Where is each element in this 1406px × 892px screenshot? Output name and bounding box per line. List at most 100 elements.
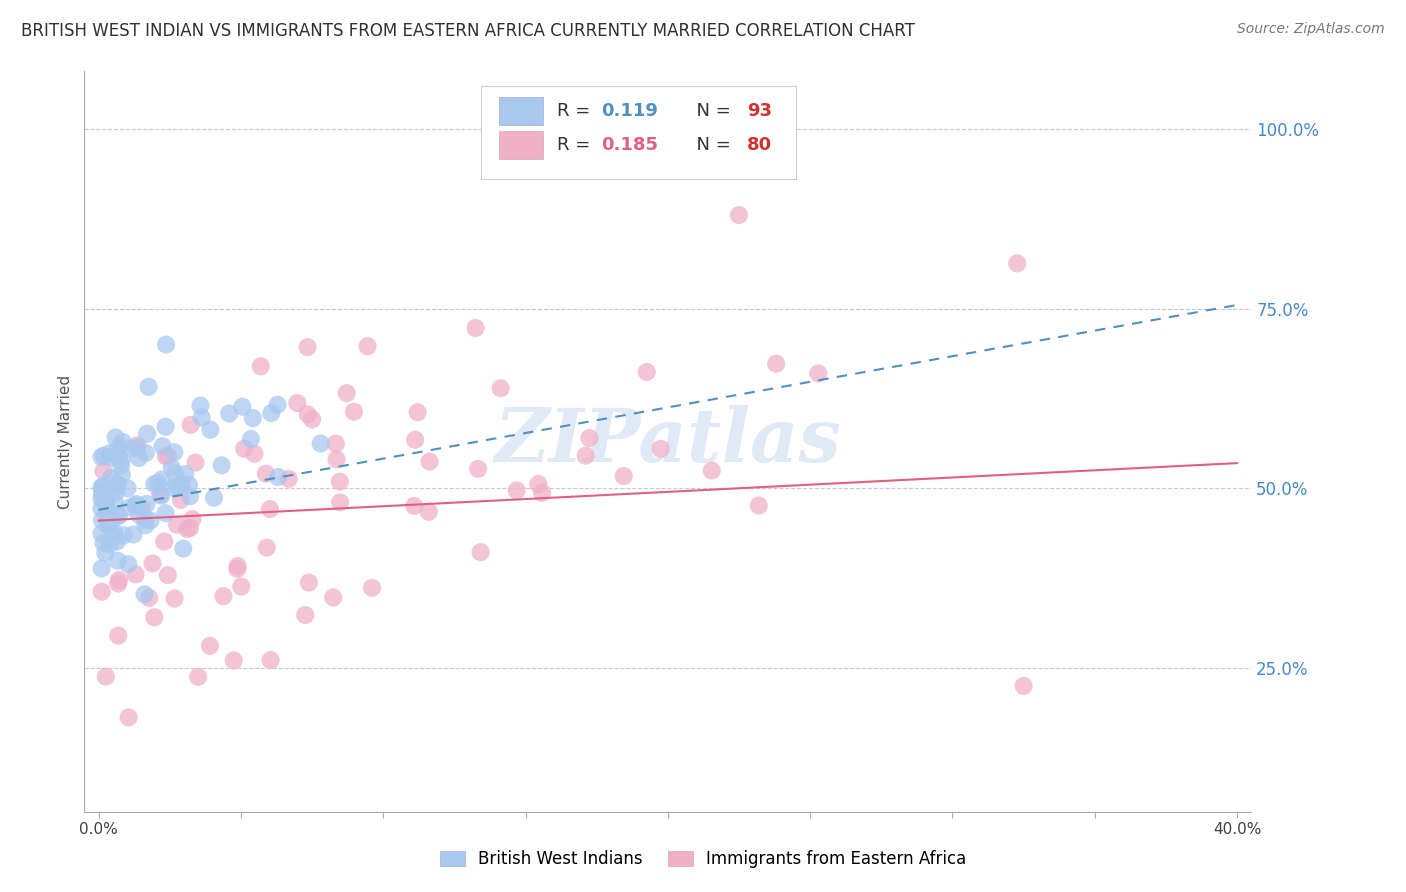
Point <box>163 481 186 495</box>
Text: BRITISH WEST INDIAN VS IMMIGRANTS FROM EASTERN AFRICA CURRENTLY MARRIED CORRELAT: BRITISH WEST INDIAN VS IMMIGRANTS FROM E… <box>21 22 915 40</box>
Point <box>176 522 198 536</box>
Point <box>419 454 441 468</box>
Point <box>218 407 240 421</box>
Point <box>111 467 134 482</box>
Point <box>325 436 347 450</box>
Point <box>329 475 352 489</box>
Point <box>231 400 253 414</box>
Point <box>96 505 118 519</box>
Point <box>108 573 131 587</box>
Point <box>226 558 249 573</box>
Point <box>139 513 162 527</box>
Point <box>325 452 347 467</box>
Point <box>98 446 121 460</box>
Text: R =: R = <box>557 102 596 120</box>
Point <box>170 492 193 507</box>
Point <box>155 337 177 351</box>
Point <box>243 447 266 461</box>
Point <box>125 441 148 455</box>
Point <box>118 500 141 515</box>
Point <box>143 610 166 624</box>
Point <box>112 528 135 542</box>
Point <box>179 489 201 503</box>
Point <box>361 581 384 595</box>
Point <box>166 517 188 532</box>
Point <box>108 508 131 523</box>
Point <box>93 449 115 463</box>
Point <box>152 439 174 453</box>
Point <box>91 487 114 501</box>
Point <box>404 499 426 513</box>
Point <box>96 518 118 533</box>
Point <box>650 442 672 456</box>
Point <box>98 518 121 533</box>
Point <box>107 449 129 463</box>
Point <box>200 423 222 437</box>
Point <box>259 502 281 516</box>
Text: 0.119: 0.119 <box>602 102 658 120</box>
Point <box>301 412 323 426</box>
Point <box>98 518 121 533</box>
Point <box>187 670 209 684</box>
FancyBboxPatch shape <box>499 96 543 125</box>
Point <box>233 442 256 456</box>
Point <box>124 499 146 513</box>
Point <box>163 591 186 606</box>
Text: 93: 93 <box>747 102 772 120</box>
Text: N =: N = <box>685 102 737 120</box>
Point <box>578 431 600 445</box>
Point <box>202 491 225 505</box>
Point <box>96 502 118 516</box>
Point <box>156 568 179 582</box>
Text: 80: 80 <box>747 136 772 154</box>
Point <box>256 541 278 555</box>
Point <box>117 558 139 572</box>
Point <box>155 450 177 464</box>
Point <box>239 432 262 446</box>
Point <box>149 488 172 502</box>
Point <box>700 463 723 477</box>
Point <box>105 509 128 524</box>
Point <box>298 575 321 590</box>
Point <box>277 472 299 486</box>
Legend: British West Indians, Immigrants from Eastern Africa: British West Indians, Immigrants from Ea… <box>433 844 973 875</box>
Point <box>406 405 429 419</box>
Point <box>181 512 204 526</box>
Point <box>90 491 112 506</box>
Point <box>150 489 173 503</box>
Point <box>260 406 283 420</box>
Point <box>138 591 160 605</box>
Point <box>141 557 163 571</box>
Point <box>143 477 166 491</box>
Point <box>242 411 264 425</box>
Point <box>118 710 141 724</box>
Point <box>110 458 132 473</box>
Point <box>91 536 114 550</box>
Point <box>226 562 249 576</box>
Point <box>254 467 277 481</box>
Point <box>170 477 193 491</box>
Y-axis label: Currently Married: Currently Married <box>58 375 73 508</box>
Point <box>120 442 142 456</box>
Text: R =: R = <box>557 136 596 154</box>
Point <box>231 580 253 594</box>
Point <box>107 629 129 643</box>
Point <box>322 591 344 605</box>
Point <box>94 483 117 497</box>
Point <box>166 479 188 493</box>
Point <box>134 587 156 601</box>
Point <box>94 494 117 508</box>
Point <box>136 426 159 441</box>
Point <box>531 486 554 500</box>
Point <box>98 450 121 465</box>
Point <box>356 339 378 353</box>
Point <box>163 445 186 459</box>
Point <box>464 321 486 335</box>
Point <box>103 524 125 539</box>
Point <box>127 438 149 452</box>
Point <box>153 534 176 549</box>
Point <box>336 386 359 401</box>
Point <box>107 478 129 492</box>
Point <box>104 495 127 509</box>
Point <box>285 396 308 410</box>
